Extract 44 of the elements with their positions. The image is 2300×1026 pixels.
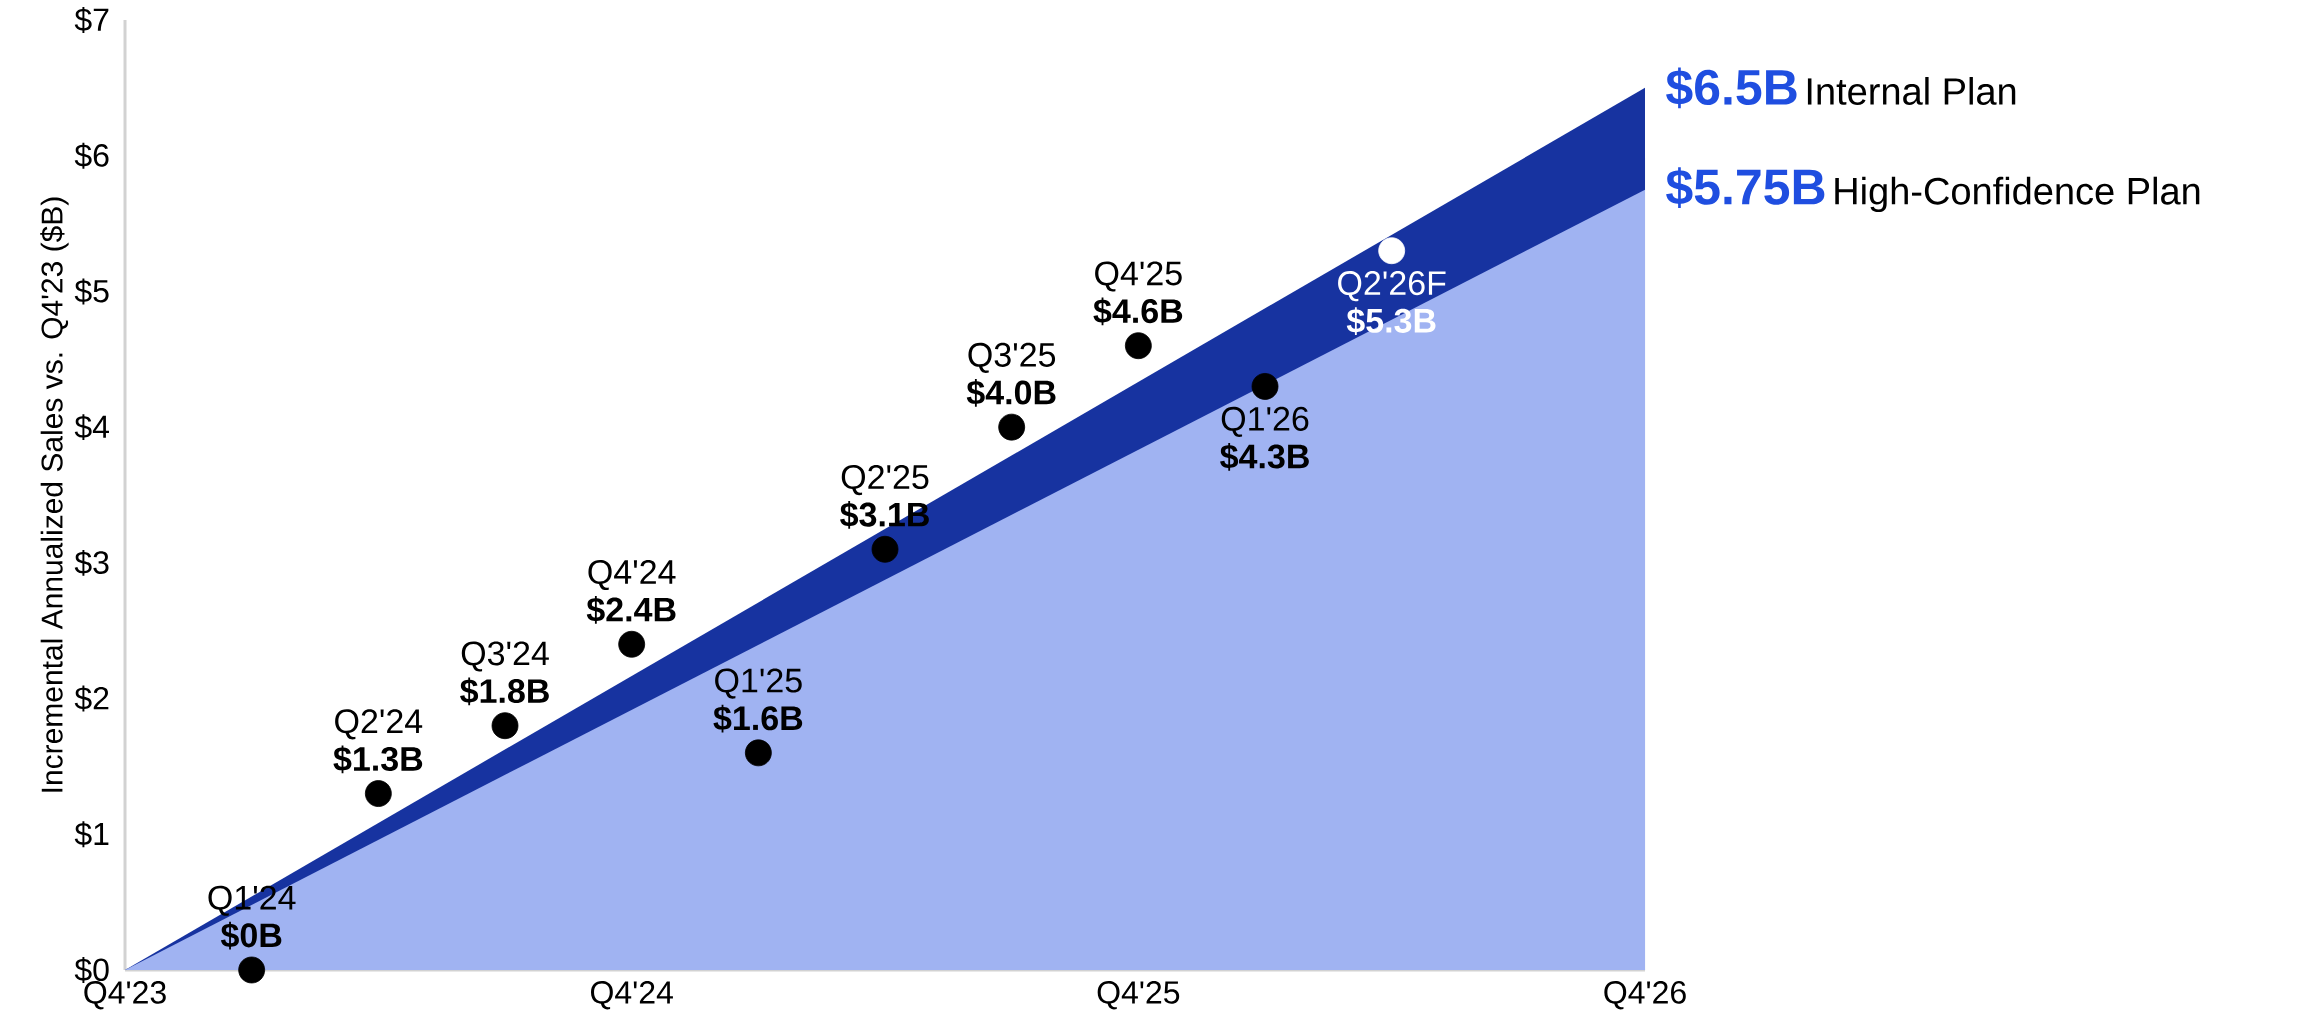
point [744, 739, 772, 767]
point [364, 780, 392, 807]
data-label: $0B [220, 921, 282, 950]
y-tick-label: $2 [74, 685, 109, 712]
point [491, 712, 519, 740]
y-tick-label: $5 [74, 278, 109, 305]
x-tick-label: Q4'24 [590, 981, 673, 1010]
annotation: Q4'24 [588, 559, 676, 591]
text: High-Confidence Plan [1835, 176, 2200, 213]
annotation: Q4'25 [1095, 261, 1182, 292]
annotation: Q1'26 [1221, 406, 1309, 437]
y-tick-label: $4 [74, 414, 109, 441]
annotation: Q2'26F [1338, 271, 1446, 302]
y-tick-label: $3 [74, 549, 109, 576]
annotation: Q2'25 [841, 464, 929, 496]
data-label: $4.0B [966, 378, 1056, 407]
data-label: $4.6B [1093, 297, 1183, 326]
point [998, 413, 1026, 441]
data-label: $4.3B [1220, 442, 1309, 471]
y-axis-title: Incremental Annualized Sales vs. Q4'23 ($B) [40, 197, 69, 792]
data-label: $2.4B [586, 596, 676, 624]
annotation: Q3'25 [968, 342, 1056, 373]
point [1378, 237, 1406, 265]
point [871, 535, 899, 563]
y-tick-label: $6 [74, 142, 109, 169]
x-tick-label: Q4'26 [1604, 981, 1686, 1010]
x-tick-label: Q4'25 [1097, 981, 1180, 1010]
y-tick-label: $0 [74, 957, 109, 983]
data-label: $1.3B [333, 745, 423, 774]
annotation: Q3'24 [461, 641, 549, 672]
y-tick-label: $7 [74, 7, 109, 33]
data-label: $6.5B [1666, 67, 1797, 109]
annotation: Q2'24 [335, 709, 423, 740]
data-label: $5.75B [1666, 167, 1825, 208]
point [1251, 373, 1279, 400]
text: Internal Plan [1807, 77, 2016, 105]
y-tick-label: $1 [74, 821, 109, 848]
point [618, 630, 646, 658]
annotation: Q1'25 [715, 668, 802, 699]
x-tick-label: Q4'23 [84, 981, 166, 1010]
point [1124, 332, 1152, 360]
data-label: $1.8B [460, 677, 549, 706]
data-label: $1.6B [713, 704, 803, 733]
point [238, 956, 266, 984]
